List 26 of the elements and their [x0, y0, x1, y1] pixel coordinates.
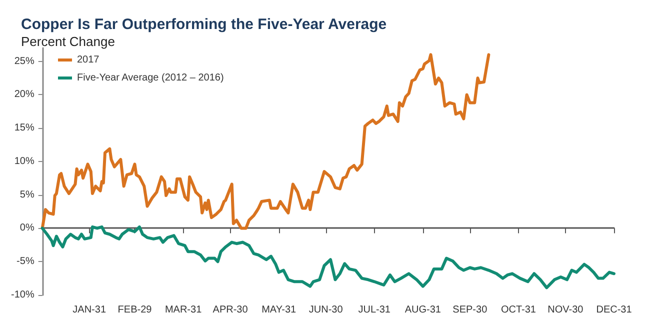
y-axis-title: Percent Change	[21, 34, 115, 49]
x-tick-label: JUN-30	[308, 304, 344, 316]
x-tick-label: JUL-31	[358, 304, 391, 316]
x-tick-label: MAR-31	[164, 304, 202, 316]
x-tick-label: APR-30	[212, 304, 248, 316]
x-tick-label: AUG-31	[404, 304, 442, 316]
line-series	[40, 225, 616, 290]
x-tick-label: SEP-30	[452, 304, 488, 316]
y-tick-label: 25%	[14, 56, 34, 67]
legend-label: 2017	[77, 54, 100, 66]
y-tick-label: -5%	[16, 256, 34, 268]
y-tick-label: -10%	[10, 290, 34, 300]
x-tick-label: DEC-31	[596, 304, 632, 316]
x-tick-label: OCT-31	[500, 304, 536, 316]
y-tick-label: 10%	[14, 156, 34, 167]
legend-label: Five-Year Average (2012 – 2016)	[77, 72, 224, 84]
y-tick-label: 0%	[20, 222, 34, 234]
x-tick-label: NOV-30	[548, 304, 584, 316]
y-tick-label: 15%	[14, 122, 34, 134]
y-tick-label: 20%	[14, 89, 34, 100]
y-tick-label: 5%	[20, 189, 34, 200]
x-tick-label: MAY-31	[262, 304, 297, 316]
x-tick-label: FEB-29	[118, 304, 152, 316]
chart-title: Copper Is Far Outperforming the Five-Year Average	[21, 16, 387, 33]
line-series	[40, 53, 490, 230]
x-tick-label: JAN-31	[72, 304, 106, 316]
